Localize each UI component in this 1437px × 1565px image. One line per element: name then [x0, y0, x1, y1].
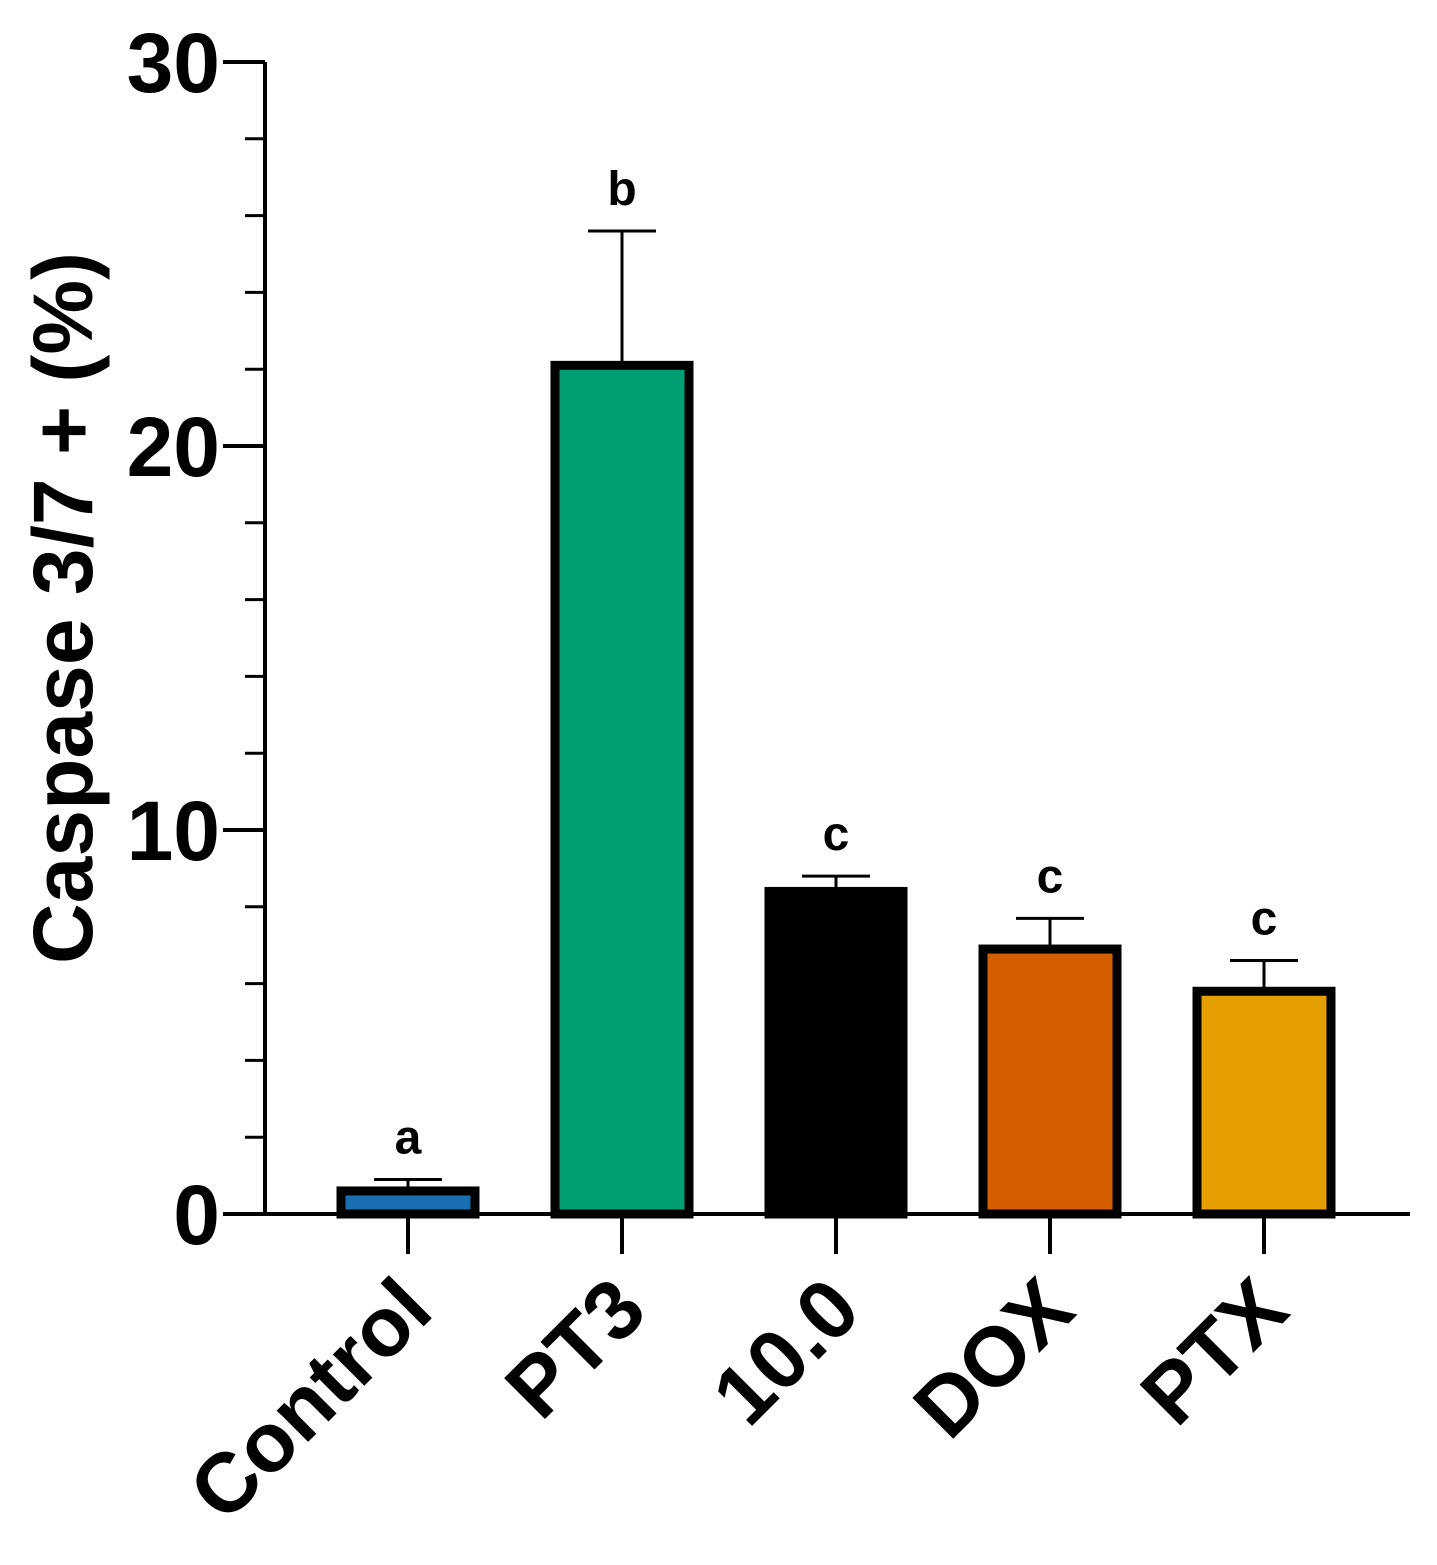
x-tick-label: Control [171, 1260, 449, 1538]
y-tick-label: 10 [127, 784, 220, 878]
significance-letter: c [823, 808, 850, 861]
x-tick-label: PTX [1123, 1260, 1305, 1442]
bar [764, 886, 908, 1219]
bar [550, 360, 694, 1219]
significance-letter: c [1037, 850, 1064, 903]
bars-group [336, 360, 1336, 1219]
x-tick-label: 10.0 [695, 1260, 877, 1442]
significance-letters-group: a b c c c [395, 163, 1278, 1164]
significance-letter: b [607, 163, 636, 216]
x-tick-label: DOX [896, 1260, 1091, 1455]
y-tick-label: 30 [127, 16, 220, 110]
x-tick-label: PT3 [487, 1260, 662, 1435]
significance-letter: a [395, 1111, 422, 1164]
x-tick-labels-group: Control PT3 10.0 DOX PTX [171, 1260, 1305, 1538]
significance-letter: c [1251, 893, 1278, 946]
bar [336, 1186, 480, 1219]
y-axis-title: Caspase 3/7 + (%) [16, 252, 110, 964]
y-tick-label: 20 [127, 400, 220, 494]
bar [1192, 986, 1336, 1219]
bar [978, 944, 1122, 1219]
y-tick-label: 0 [173, 1168, 220, 1262]
error-bars-group [374, 229, 1298, 1191]
y-tick-labels-group: 0 10 20 30 [127, 16, 220, 1262]
